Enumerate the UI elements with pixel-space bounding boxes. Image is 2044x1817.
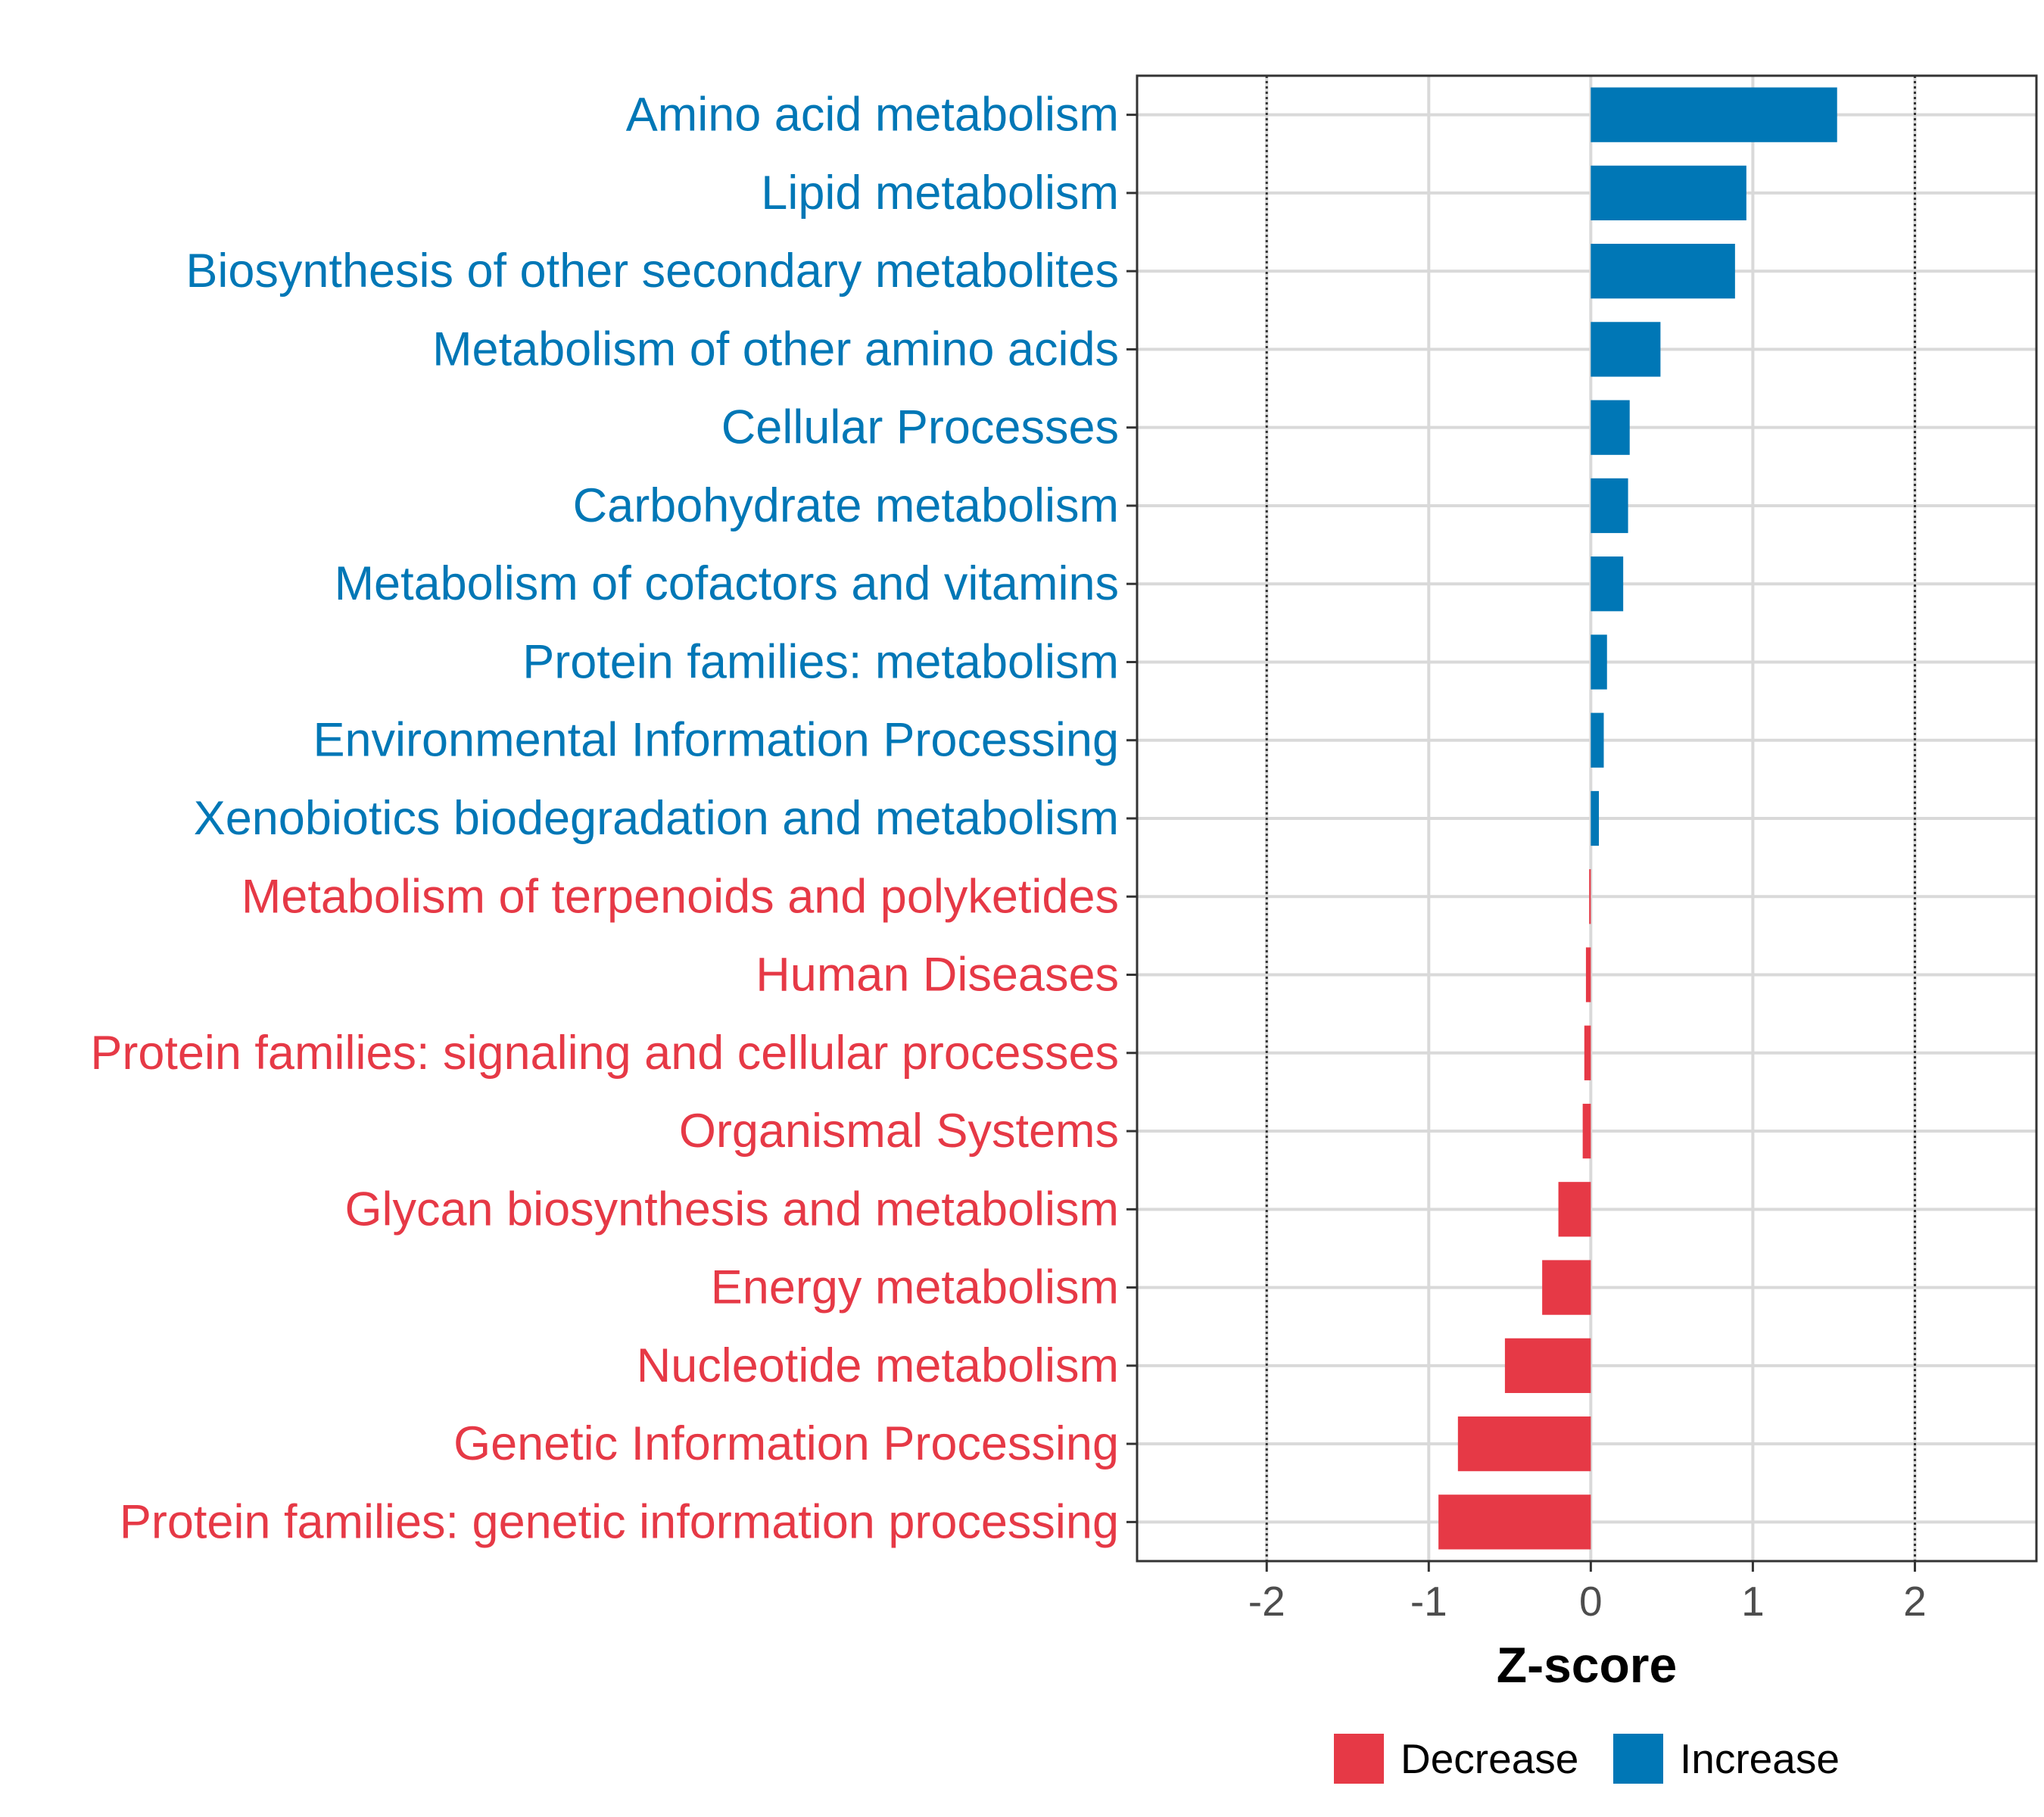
category-label: Carbohydrate metabolism	[573, 479, 1119, 532]
bar	[1558, 1182, 1591, 1237]
reference-lines	[1265, 76, 1916, 1561]
category-label: Genetic Information Processing	[453, 1417, 1119, 1470]
category-label: Organismal Systems	[679, 1105, 1119, 1158]
category-label: Cellular Processes	[721, 401, 1119, 454]
category-label: Energy metabolism	[711, 1261, 1119, 1314]
x-axis-ticks: -2 -1 0 1 2	[1248, 1561, 1927, 1625]
bar	[1585, 947, 1591, 1002]
bar	[1591, 790, 1600, 846]
bars	[1438, 87, 1837, 1550]
bar	[1582, 1103, 1591, 1159]
category-label: Metabolism of other amino acids	[432, 323, 1119, 376]
bar	[1438, 1494, 1591, 1550]
category-label: Human Diseases	[756, 949, 1119, 1002]
category-label: Protein families: genetic information pr…	[120, 1495, 1119, 1548]
x-tick-label: 0	[1579, 1578, 1603, 1625]
bar	[1591, 400, 1630, 455]
category-label: Environmental Information Processing	[313, 714, 1119, 767]
legend: Decrease Increase	[1334, 1734, 1840, 1784]
bar	[1591, 322, 1661, 377]
category-label: Protein families: signaling and cellular…	[90, 1027, 1119, 1080]
y-axis-ticks	[1126, 114, 1137, 1523]
x-tick-label: 1	[1741, 1578, 1765, 1625]
y-axis-labels: Amino acid metabolism Lipid metabolism Bio…	[90, 89, 1119, 1549]
legend-label-decrease: Decrease	[1401, 1735, 1578, 1782]
bar	[1457, 1416, 1591, 1472]
category-label: Biosynthesis of other secondary metaboli…	[185, 245, 1119, 298]
bar	[1591, 634, 1607, 690]
x-axis-title: Z-score	[1497, 1637, 1677, 1693]
bar	[1542, 1260, 1591, 1315]
category-label: Metabolism of cofactors and vitamins	[335, 557, 1119, 610]
bar	[1591, 87, 1837, 142]
x-tick-label: -1	[1410, 1578, 1447, 1625]
bar	[1591, 244, 1735, 299]
bar	[1504, 1338, 1591, 1393]
legend-key-decrease	[1334, 1734, 1384, 1784]
category-label: Amino acid metabolism	[626, 89, 1119, 142]
bar	[1591, 165, 1746, 221]
bar	[1589, 869, 1591, 924]
bar	[1591, 712, 1604, 768]
x-tick-label: 2	[1903, 1578, 1927, 1625]
bar	[1591, 478, 1628, 534]
bar	[1584, 1025, 1591, 1080]
legend-label-increase: Increase	[1680, 1735, 1840, 1782]
x-tick-label: -2	[1248, 1578, 1285, 1625]
category-label: Protein families: metabolism	[522, 635, 1119, 688]
category-label: Xenobiotics biodegradation and metabolis…	[194, 792, 1119, 845]
legend-key-increase	[1613, 1734, 1663, 1784]
category-label: Lipid metabolism	[761, 167, 1119, 220]
bar	[1591, 556, 1624, 612]
category-label: Glycan biosynthesis and metabolism	[345, 1183, 1120, 1236]
category-label: Metabolism of terpenoids and polyketides	[241, 870, 1119, 923]
category-label: Nucleotide metabolism	[637, 1339, 1119, 1392]
